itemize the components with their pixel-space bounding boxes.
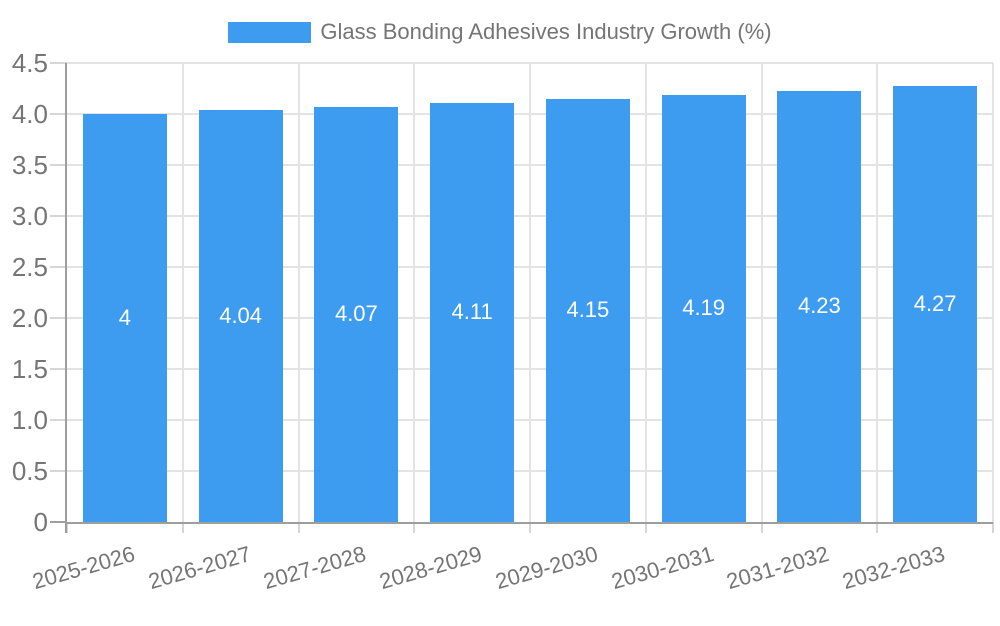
y-tick	[50, 419, 67, 421]
x-tick	[876, 522, 879, 533]
y-tick	[50, 266, 67, 268]
bar-value-label: 4.27	[913, 291, 957, 317]
x-tick	[297, 522, 300, 533]
y-axis-line	[65, 63, 67, 533]
bar[interactable]	[430, 102, 515, 522]
y-axis-label: 4.5	[11, 48, 48, 78]
bar-value-label: 4.19	[682, 295, 726, 321]
y-axis-label: 2.0	[11, 303, 48, 333]
x-tick	[992, 522, 994, 533]
bar[interactable]	[82, 114, 167, 522]
legend: Glass Bonding Adhesives Industry Growth …	[0, 17, 1000, 47]
y-axis-label: 3.0	[11, 201, 48, 231]
bar[interactable]	[777, 90, 862, 522]
bar-value-label: 4.11	[451, 299, 493, 325]
legend-label: Glass Bonding Adhesives Industry Growth …	[320, 19, 772, 44]
x-tick	[644, 522, 647, 533]
y-tick	[50, 62, 67, 64]
y-tick	[50, 470, 67, 472]
bar[interactable]	[198, 109, 283, 522]
y-tick	[50, 164, 67, 166]
bar[interactable]	[661, 94, 746, 522]
y-axis-label: 0.5	[11, 456, 48, 486]
x-tick	[413, 522, 416, 533]
bar[interactable]	[314, 106, 399, 522]
y-tick	[50, 113, 67, 115]
y-tick	[50, 215, 67, 217]
y-tick	[50, 521, 67, 523]
v-gridline	[644, 63, 647, 522]
bar-value-label: 4.15	[566, 297, 610, 323]
v-gridline	[992, 63, 994, 522]
y-tick	[50, 368, 67, 370]
x-tick	[529, 522, 531, 533]
v-gridline	[529, 63, 531, 522]
bar-value-label: 4.07	[334, 301, 378, 327]
plot-area: 0 0.5 1.0 1.5 2.0 2.5 3.0 3.5 4.0 4.5 4 2025-2026 4.…	[11, 48, 994, 594]
v-gridline	[876, 63, 879, 522]
v-gridline	[297, 63, 300, 522]
x-axis-line	[65, 522, 993, 524]
bar-value-label: 4	[118, 305, 131, 330]
v-gridline	[760, 63, 763, 522]
bar-value-label: 4.23	[797, 293, 841, 319]
v-gridline	[181, 63, 184, 522]
v-gridline	[413, 63, 416, 522]
x-tick	[66, 522, 68, 533]
bar-value-label: 4.04	[219, 302, 263, 328]
y-tick	[50, 317, 67, 319]
y-axis-label: 1.0	[11, 405, 48, 435]
x-tick	[760, 522, 763, 533]
bar[interactable]	[893, 86, 978, 522]
legend-swatch	[228, 21, 312, 43]
bar[interactable]	[545, 98, 630, 522]
x-tick	[181, 522, 184, 533]
y-axis-label: 4.0	[11, 99, 48, 129]
y-axis-label: 1.5	[11, 354, 48, 384]
y-axis-label: 0	[33, 507, 48, 537]
y-axis-label: 2.5	[11, 252, 48, 282]
y-axis-label: 3.5	[11, 150, 48, 180]
